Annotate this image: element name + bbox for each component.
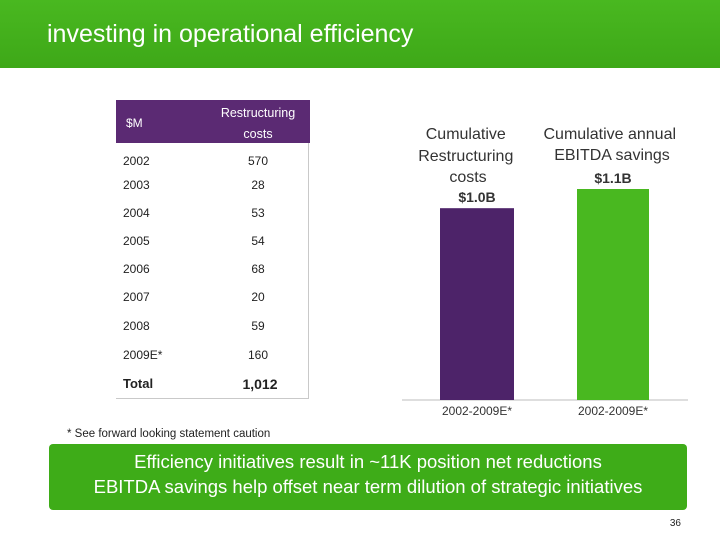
row-value: 1,012	[242, 376, 278, 392]
table-row-total: Total 1,012	[116, 374, 308, 394]
x-tick-label: 2002-2009E*	[442, 404, 512, 418]
bar-restructuring	[440, 208, 514, 400]
row-year: 2006	[123, 262, 150, 276]
banner-line-1: Efficiency initiatives result in ~11K po…	[134, 451, 602, 472]
row-year: 2008	[123, 319, 150, 333]
banner-line-2: EBITDA savings help offset near term dil…	[93, 476, 643, 497]
header-bar: investing in operational efficiency	[0, 0, 720, 68]
table-row: 2009E* 160	[116, 346, 308, 366]
series-label-line: Restructuring	[418, 148, 513, 165]
row-year: 2002	[123, 154, 150, 168]
table-row: 2006 68	[116, 260, 308, 280]
series-label-line: EBITDA savings	[554, 147, 670, 164]
header-unit: $M	[126, 116, 143, 130]
row-value: 20	[251, 290, 265, 304]
row-value: 160	[247, 348, 269, 362]
table-header: $M Restructuring costs	[116, 100, 310, 143]
row-year: 2005	[123, 234, 150, 248]
x-tick-label: 2002-2009E*	[578, 404, 648, 418]
summary-banner: Efficiency initiatives result in ~11K po…	[49, 444, 687, 510]
row-year: 2009E*	[123, 348, 163, 362]
table-row: 2002 570	[116, 152, 308, 172]
page-title: investing in operational efficiency	[47, 20, 414, 48]
row-year: Total	[123, 376, 154, 391]
series-label-restructuring: Cumulative Restructuring costs	[418, 126, 518, 186]
row-value: 570	[247, 154, 269, 168]
row-value: 28	[251, 178, 265, 192]
table-row: 2003 28	[116, 176, 308, 196]
series-label-line: Cumulative	[426, 126, 506, 143]
row-value: 53	[251, 206, 265, 220]
table-body: 2002 570 2003 28 2004 53 2005 54 2006 68…	[116, 143, 309, 399]
header-costs: Restructuring costs	[206, 103, 310, 145]
row-value: 59	[251, 319, 265, 333]
page-number: 36	[669, 518, 681, 529]
restructuring-table: $M Restructuring costs 2002 570 2003 28 …	[116, 100, 310, 400]
value-label-ebitda: $1.1B	[594, 170, 631, 186]
series-label-line: Cumulative annual	[544, 126, 677, 143]
row-value: 54	[251, 234, 265, 248]
table-row: 2004 53	[116, 204, 308, 224]
table-row: 2007 20	[116, 288, 308, 308]
row-year: 2003	[123, 178, 150, 192]
table-row: 2008 59	[116, 317, 308, 337]
row-year: 2004	[123, 206, 150, 220]
footnote: * See forward looking statement caution	[67, 428, 271, 440]
row-year: 2007	[123, 290, 150, 304]
row-value: 68	[251, 262, 265, 276]
header-costs-line2: costs	[243, 127, 273, 141]
series-label-ebitda: Cumulative annual EBITDA savings	[544, 126, 681, 164]
value-label-restructuring: $1.0B	[458, 189, 495, 205]
header-costs-line1: Restructuring	[220, 106, 296, 120]
table-row: 2005 54	[116, 232, 308, 252]
series-label-line: costs	[449, 169, 486, 186]
bar-ebitda	[577, 189, 649, 400]
